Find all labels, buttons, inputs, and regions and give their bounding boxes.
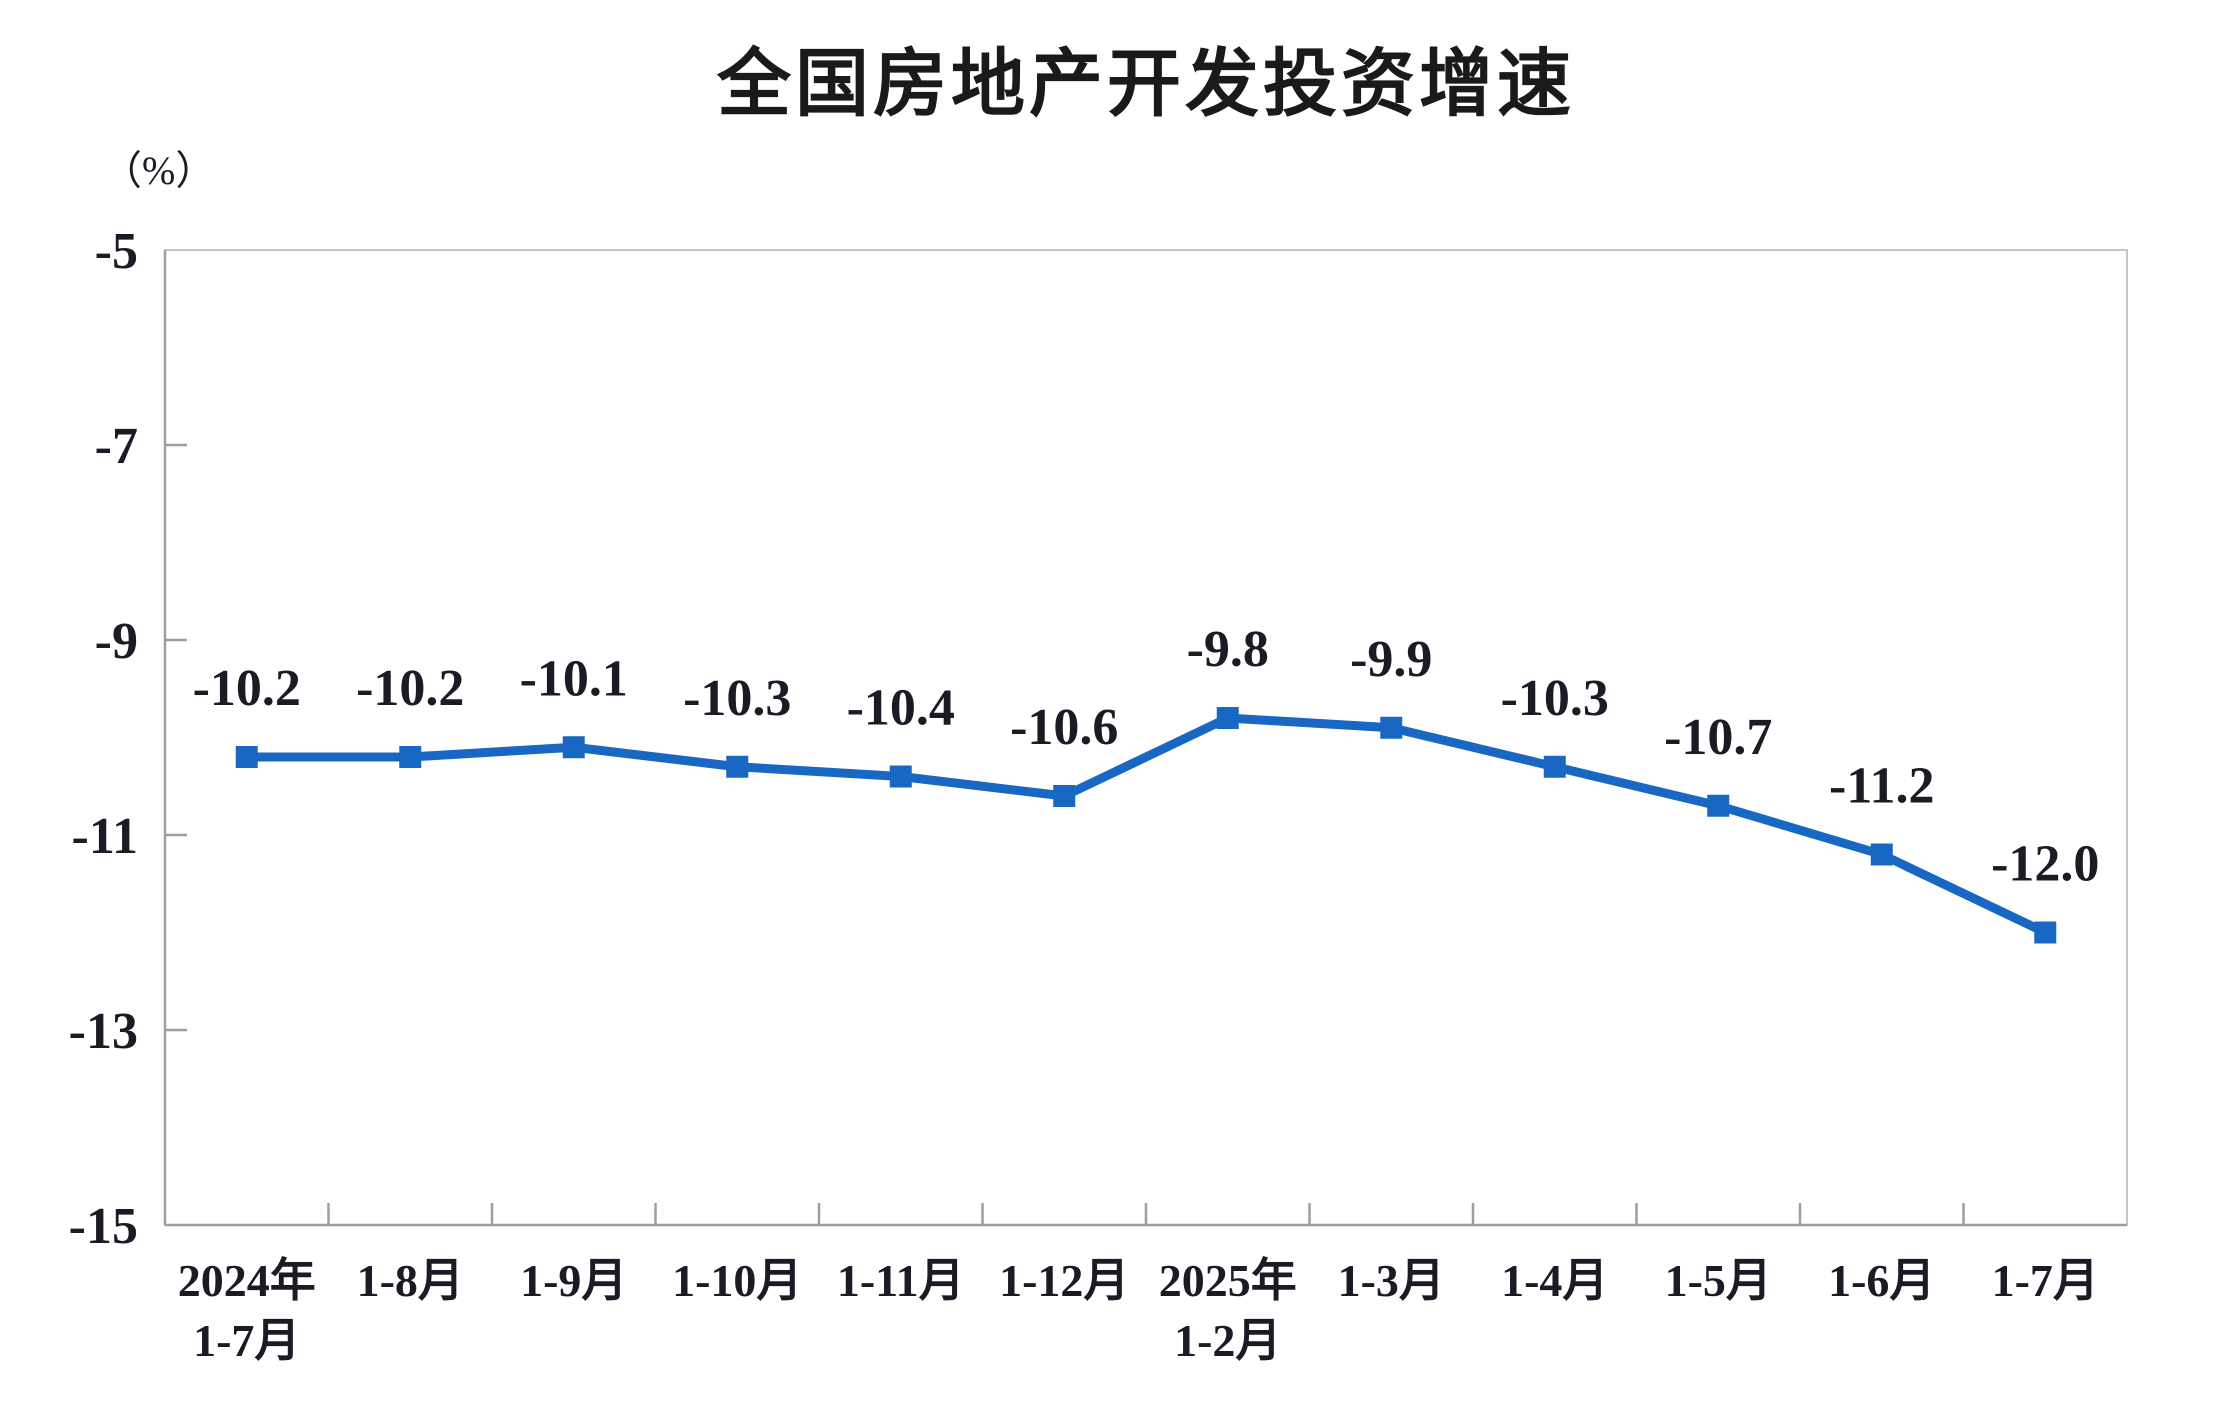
data-point-label: -10.1 bbox=[520, 650, 628, 707]
y-tick-label: -11 bbox=[72, 808, 138, 865]
y-axis-unit-label: （%） bbox=[102, 148, 216, 193]
y-tick-label: -13 bbox=[69, 1003, 138, 1060]
y-tick-label: -9 bbox=[95, 613, 138, 670]
data-point-label: -9.8 bbox=[1187, 621, 1269, 678]
data-point-marker bbox=[1216, 707, 1239, 729]
data-point-marker bbox=[2034, 921, 2057, 944]
data-point-marker bbox=[726, 755, 749, 778]
data-point-label: -10.4 bbox=[847, 680, 955, 737]
data-point-marker bbox=[1870, 843, 1893, 866]
data-point-marker bbox=[1053, 785, 1076, 807]
chart-title: 全国房地产开发投资增速 bbox=[717, 42, 1575, 125]
x-tick-label: 1-3月 bbox=[1338, 1255, 1445, 1306]
x-tick-label: 1-8月 bbox=[357, 1255, 464, 1306]
data-point-label: -9.9 bbox=[1350, 631, 1432, 688]
y-tick-label: -7 bbox=[95, 418, 138, 475]
data-point-marker bbox=[399, 746, 422, 768]
data-point-label: -10.3 bbox=[683, 670, 791, 727]
x-tick-label: 2024年 bbox=[178, 1255, 316, 1306]
x-tick-label: 1-2月 bbox=[1174, 1315, 1281, 1366]
x-tick-label: 1-12月 bbox=[999, 1255, 1129, 1306]
x-tick-label: 1-10月 bbox=[672, 1255, 802, 1306]
data-point-label: -11.2 bbox=[1829, 758, 1934, 815]
y-tick-label: -15 bbox=[69, 1198, 138, 1255]
data-point-marker bbox=[1380, 716, 1403, 739]
x-tick-label: 1-7月 bbox=[1992, 1255, 2099, 1306]
data-point-label: -10.2 bbox=[193, 660, 301, 717]
x-tick-label: 2025年 bbox=[1159, 1255, 1297, 1306]
series-line bbox=[242, 713, 2050, 937]
data-point-label: -12.0 bbox=[1991, 836, 2099, 893]
y-tick-label: -5 bbox=[95, 223, 138, 280]
x-tick-label: 1-5月 bbox=[1665, 1255, 1772, 1306]
data-point-marker bbox=[1543, 755, 1566, 778]
data-point-marker bbox=[1707, 794, 1730, 817]
data-point-marker bbox=[235, 746, 258, 768]
x-tick-label: 1-6月 bbox=[1828, 1255, 1935, 1306]
data-point-label: -10.7 bbox=[1664, 709, 1772, 766]
data-point-label: -10.3 bbox=[1501, 670, 1609, 727]
plot-border bbox=[164, 249, 2128, 1226]
data-point-label: -10.2 bbox=[356, 660, 464, 717]
x-tick-label: 1-4月 bbox=[1501, 1255, 1608, 1306]
x-tick-label: 1-7月 bbox=[193, 1315, 300, 1366]
x-tick-label: 1-11月 bbox=[837, 1255, 965, 1306]
x-tick-label: 1-9月 bbox=[520, 1255, 627, 1306]
data-point-marker bbox=[562, 736, 585, 759]
data-point-marker bbox=[889, 765, 912, 788]
data-point-label: -10.6 bbox=[1010, 699, 1118, 756]
